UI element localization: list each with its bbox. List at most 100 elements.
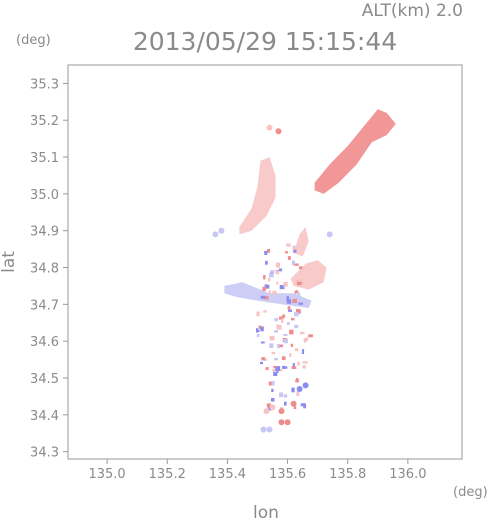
cluster-echo [274, 330, 278, 333]
x-tick-label: 135.0 [88, 467, 125, 482]
x-axis-label: lon [253, 503, 279, 521]
cluster-echo [287, 306, 291, 310]
cluster-echo [286, 322, 290, 325]
cluster-echo [298, 302, 303, 305]
echo-point [278, 408, 285, 415]
echo-point [263, 408, 270, 415]
scatter-points [212, 124, 333, 433]
cluster-echo [264, 284, 270, 289]
cluster-echo [279, 316, 284, 320]
cluster-echo [270, 381, 275, 386]
cluster-echo [270, 270, 275, 273]
echo-point [212, 231, 219, 238]
cluster-echo [282, 314, 286, 318]
region-north-center-patch [293, 227, 309, 257]
chart-title: 2013/05/29 15:15:44 [133, 27, 397, 56]
cluster-echo [275, 270, 280, 275]
cluster-echo [275, 366, 281, 371]
cluster-echo [296, 378, 299, 381]
cluster-echo [294, 312, 299, 317]
cluster-echo [282, 365, 286, 369]
cluster-echo [296, 391, 300, 396]
cluster-echo [302, 365, 306, 369]
x-tick-label: 135.6 [269, 467, 306, 482]
cluster-echo [264, 250, 268, 255]
echo-point [260, 426, 267, 433]
echo-point [302, 382, 309, 389]
cluster-echo [299, 331, 305, 335]
cluster-echo [295, 379, 299, 383]
cluster-echo [303, 403, 307, 409]
cluster-echo [276, 370, 279, 373]
cluster-echo [265, 367, 269, 371]
cluster-echo [260, 341, 265, 344]
cluster-echo [276, 281, 279, 285]
y-tick-label: 34.5 [30, 372, 59, 387]
cluster-echo [271, 398, 275, 402]
cluster-echo [278, 268, 283, 272]
cluster-echo [301, 349, 305, 354]
y-tick-label: 34.3 [30, 446, 59, 461]
cluster-echo [286, 243, 291, 247]
cluster-echo [292, 298, 297, 303]
cluster-echo [291, 366, 297, 369]
cluster-echo [279, 392, 283, 398]
echo-point [290, 400, 297, 407]
cluster-echo [268, 290, 271, 295]
y-tick-label: 34.6 [30, 335, 59, 350]
cluster-echo [288, 309, 292, 312]
cluster-echo [297, 279, 302, 282]
echo-point [275, 128, 282, 135]
echo-point [278, 419, 285, 426]
cluster-echo [260, 361, 263, 365]
cluster-echo [294, 290, 297, 294]
cluster-echo [279, 368, 283, 372]
cluster-echo [283, 333, 288, 337]
cluster-echo [256, 311, 260, 317]
region-northeast-band [314, 109, 396, 194]
cluster-echo [274, 357, 278, 361]
x-tick-label: 135.8 [329, 467, 366, 482]
cluster-echo [291, 317, 295, 321]
echo-point [266, 426, 273, 433]
echo-point [218, 227, 225, 234]
cluster-echo [287, 256, 291, 260]
cluster-echo [269, 343, 274, 348]
cluster-echo [305, 337, 309, 341]
cluster-echo [292, 245, 296, 248]
cluster-echo [296, 308, 301, 314]
x-unit-label: (deg) [453, 485, 488, 500]
cluster-echo [271, 351, 276, 355]
cluster-echo [266, 249, 270, 253]
cluster-echo [308, 334, 313, 338]
cluster-echo [260, 295, 265, 299]
cluster-echo [289, 353, 292, 357]
cluster-echo [256, 329, 260, 333]
y-tick-label: 35.2 [30, 114, 59, 129]
y-tick-label: 35.3 [30, 77, 59, 92]
cluster-echo [293, 406, 297, 410]
cluster-echo [293, 249, 297, 253]
cluster-echo [285, 251, 289, 254]
cluster-echo [258, 325, 262, 330]
cluster-echo [292, 247, 298, 250]
cluster-echo [291, 387, 295, 393]
cluster-echo [296, 280, 302, 285]
cluster-echo [268, 381, 272, 386]
plot-frame [67, 64, 463, 460]
x-axis-ticks: 135.0 135.2 135.4 135.6 135.8 136.0 [88, 459, 426, 482]
y-unit-label: (deg) [16, 33, 51, 48]
cluster-echo [302, 361, 308, 364]
cluster-echo [265, 260, 268, 265]
cluster-echo [284, 401, 287, 406]
cluster-echo [279, 344, 283, 348]
cluster-echo [281, 356, 286, 360]
cluster-echo [263, 274, 266, 280]
y-axis-label: lat [0, 251, 19, 273]
cluster-echo [266, 403, 271, 408]
x-tick-label: 135.4 [209, 467, 246, 482]
cluster-echo [286, 299, 292, 304]
echo-point [266, 124, 273, 131]
cluster-echo [286, 296, 289, 302]
